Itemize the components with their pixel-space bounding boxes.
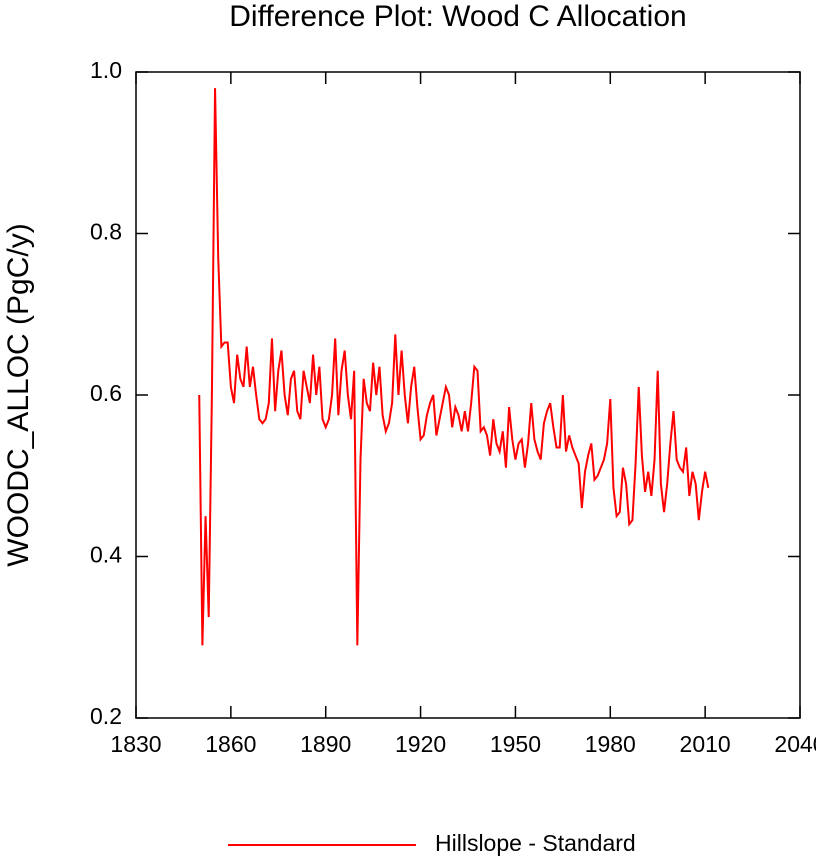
plot-frame: [135, 71, 801, 719]
x-tick-label: 1830: [110, 731, 161, 757]
x-tick-label: 2010: [680, 731, 731, 757]
y-tick-label: 0.6: [90, 380, 122, 406]
x-tick-label: 1980: [585, 731, 636, 757]
x-tick-label: 1950: [490, 731, 541, 757]
x-tick-label: 1860: [205, 731, 256, 757]
legend-label: Hillslope - Standard: [435, 830, 636, 856]
y-tick-label: 0.4: [90, 542, 122, 568]
y-tick-label: 0.8: [90, 219, 122, 245]
x-tick-label: 2040: [774, 731, 816, 757]
x-tick-label: 1890: [300, 731, 351, 757]
y-tick-label: 0.2: [90, 703, 122, 729]
x-tick-label: 1920: [395, 731, 446, 757]
data-line: [198, 88, 710, 646]
y-tick-label: 1.0: [90, 57, 122, 83]
chart-title: Difference Plot: Wood C Allocation: [229, 0, 686, 33]
y-axis-label: WOODC_ALLOC (PgC/y): [2, 223, 35, 566]
